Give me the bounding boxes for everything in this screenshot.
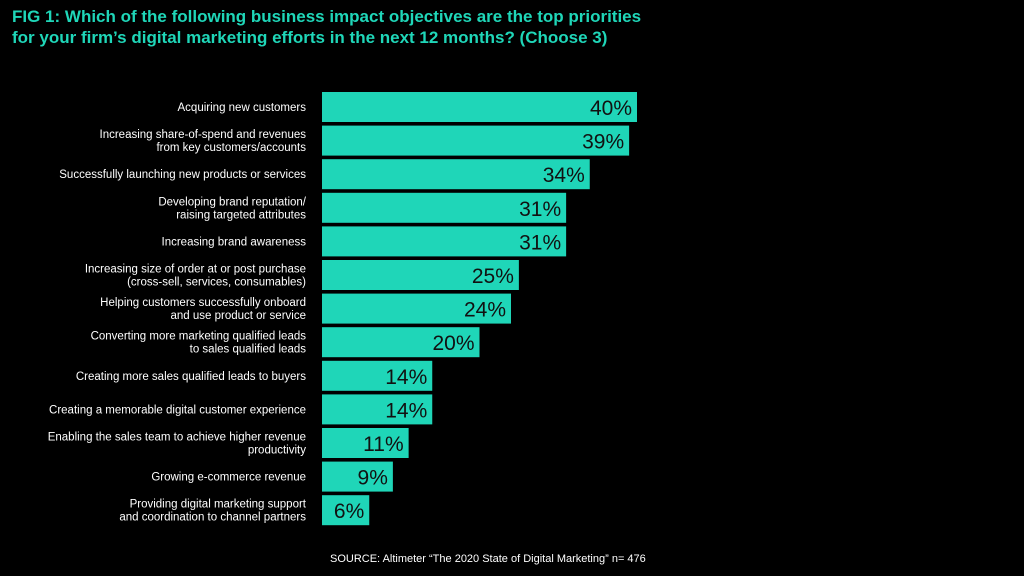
category-label-0-line-0: Acquiring new customers	[178, 102, 307, 114]
bar-value-label-4: 31%	[519, 231, 561, 254]
bar-value-label-10: 11%	[363, 433, 403, 456]
category-label-5-line-1: (cross-sell, services, consumables)	[127, 277, 306, 289]
category-label-9-line-0: Creating a memorable digital customer ex…	[49, 404, 306, 416]
bar-12	[322, 495, 370, 526]
category-label-10-line-0: Enabling the sales team to achieve highe…	[48, 432, 306, 444]
category-label-12-line-1: and coordination to channel partners	[119, 512, 306, 524]
bar-11	[322, 461, 393, 492]
bar-7	[322, 327, 480, 358]
chart-title-line-1: FIG 1: Which of the following business i…	[12, 7, 642, 26]
category-label-4-line-0: Increasing brand awareness	[162, 236, 307, 248]
chart-title: FIG 1: Which of the following business i…	[12, 6, 1012, 48]
category-label-7-line-1: to sales qualified leads	[190, 344, 307, 356]
bar-value-label-12: 6%	[334, 500, 364, 523]
bar-value-label-7: 20%	[432, 332, 474, 355]
category-label-6-line-0: Helping customers successfully onboard	[100, 297, 306, 309]
category-label-7-line-0: Converting more marketing qualified lead…	[91, 331, 307, 343]
chart-title-line-2: for your firm’s digital marketing effort…	[12, 28, 608, 47]
bar-4	[322, 226, 567, 257]
bar-value-label-6: 24%	[464, 299, 506, 322]
category-label-3-line-1: raising targeted attributes	[176, 209, 306, 221]
bar-value-label-9: 14%	[385, 399, 427, 422]
category-label-1-line-0: Increasing share-of-spend and revenues	[100, 129, 307, 141]
category-label-6-line-1: and use product or service	[170, 310, 306, 322]
bar-value-label-3: 31%	[519, 198, 561, 221]
bar-3	[322, 192, 567, 223]
bar-10	[322, 428, 409, 458]
category-label-5-line-0: Increasing size of order at or post purc…	[85, 264, 306, 276]
bar-6	[322, 293, 511, 324]
category-label-2-line-0: Successfully launching new products or s…	[59, 169, 306, 181]
bar-value-label-1: 39%	[582, 131, 624, 154]
bar-value-label-8: 14%	[385, 366, 427, 389]
category-label-3-line-0: Developing brand reputation/	[158, 196, 306, 208]
bar-8	[322, 360, 433, 391]
bar-0	[322, 92, 637, 122]
source-note: SOURCE: Altimeter “The 2020 State of Dig…	[330, 553, 646, 565]
category-label-10-line-1: productivity	[248, 445, 306, 457]
category-label-1-line-1: from key customers/accounts	[156, 142, 306, 154]
bar-2	[322, 159, 590, 190]
category-label-12-line-0: Providing digital marketing support	[130, 499, 307, 511]
bar-value-label-11: 9%	[358, 467, 388, 490]
bar-5	[322, 260, 519, 290]
bar-value-label-2: 34%	[543, 164, 585, 187]
bar-value-label-0: 40%	[590, 97, 632, 120]
bar-1	[322, 125, 630, 156]
bar-value-label-5: 25%	[472, 265, 514, 288]
category-label-11-line-0: Growing e-commerce revenue	[151, 472, 306, 484]
category-label-8-line-0: Creating more sales qualified leads to b…	[76, 371, 306, 383]
bar-9	[322, 394, 433, 425]
